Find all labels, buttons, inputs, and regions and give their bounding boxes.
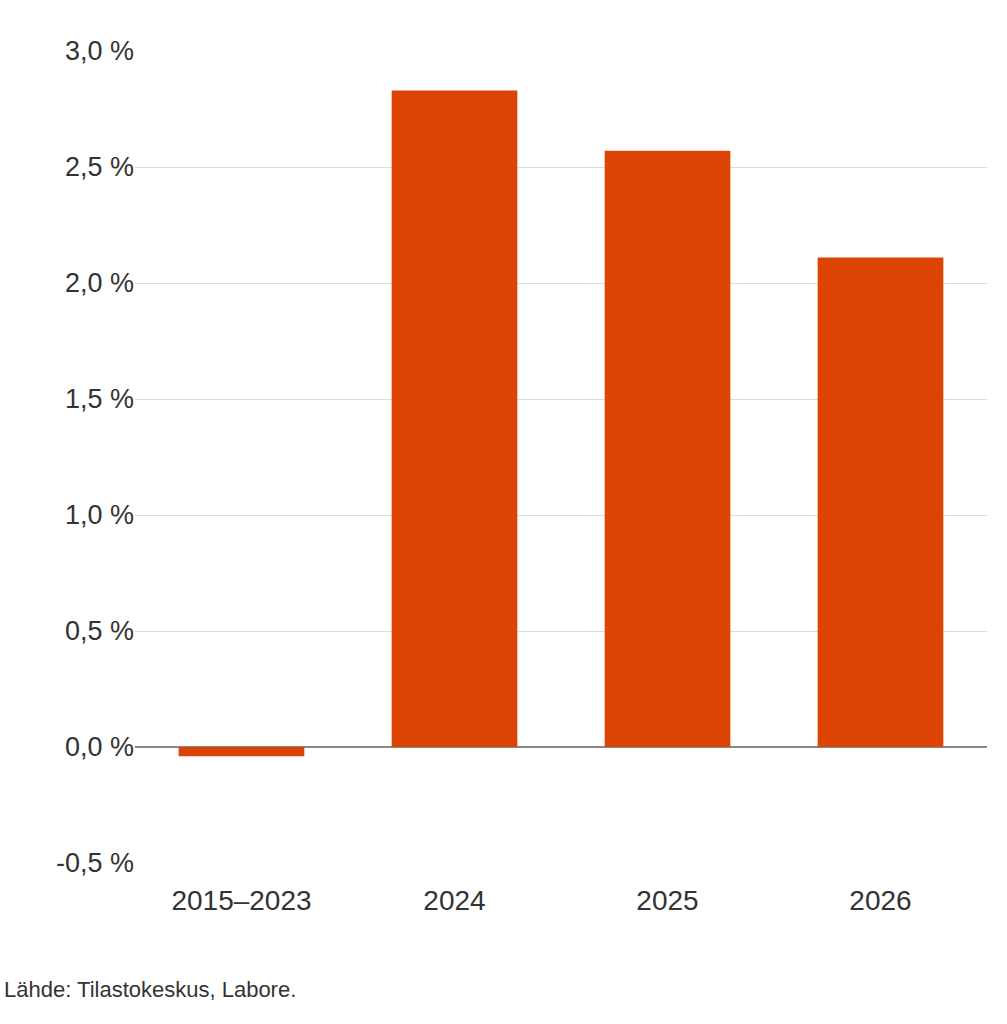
svg-text:2015–2023: 2015–2023	[171, 885, 311, 916]
svg-text:2024: 2024	[423, 885, 485, 916]
svg-text:-0,5 %: -0,5 %	[56, 848, 134, 878]
svg-text:2025: 2025	[636, 885, 698, 916]
svg-text:Lähde: Tilastokeskus, Labore.: Lähde: Tilastokeskus, Labore.	[4, 977, 296, 1002]
svg-text:0,0 %: 0,0 %	[65, 732, 134, 762]
svg-text:1,5 %: 1,5 %	[65, 384, 134, 414]
svg-text:2,5 %: 2,5 %	[65, 152, 134, 182]
svg-text:1,0 %: 1,0 %	[65, 500, 134, 530]
svg-text:3,0 %: 3,0 %	[65, 36, 134, 66]
svg-text:0,5 %: 0,5 %	[65, 616, 134, 646]
svg-text:2026: 2026	[849, 885, 911, 916]
svg-text:2,0 %: 2,0 %	[65, 268, 134, 298]
